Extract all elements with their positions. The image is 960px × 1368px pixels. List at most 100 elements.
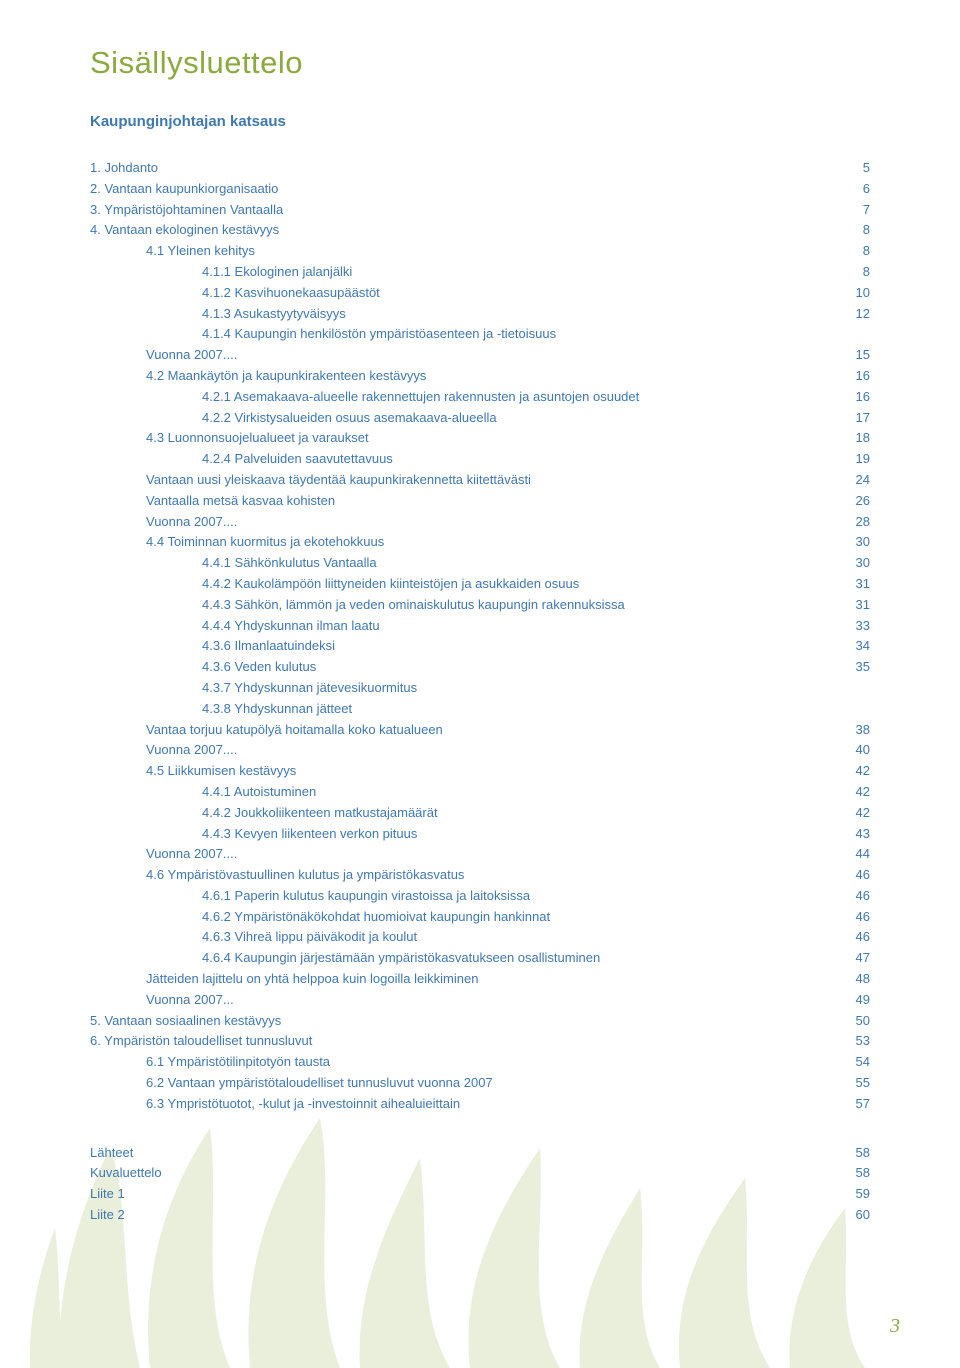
toc-fill	[255, 241, 834, 262]
toc-label: Vuonna 2007....	[146, 844, 237, 865]
toc-fill	[438, 803, 834, 824]
toc-row: 4.2.4 Palveluiden saavutettavuus19	[90, 449, 870, 470]
toc-fill	[417, 678, 834, 699]
toc-row: 4.1.1 Ekologinen jalanjälki8	[90, 262, 870, 283]
toc-label: 6.3 Ympristötuotot, -kulut ja -investoin…	[146, 1094, 460, 1115]
toc-row: Liite 159	[90, 1184, 870, 1205]
toc-page-number: 33	[834, 616, 870, 637]
toc-fill	[162, 1163, 834, 1184]
toc-page-number: 46	[834, 886, 870, 907]
toc-fill	[125, 1205, 834, 1226]
toc-page-number: 57	[834, 1094, 870, 1115]
toc-label: Vuonna 2007....	[146, 345, 237, 366]
toc-page-number: 28	[834, 512, 870, 533]
toc-page-number: 6	[834, 179, 870, 200]
toc-page-number: 49	[834, 990, 870, 1011]
toc-fill	[497, 408, 834, 429]
toc-row: 4.4.1 Autoistuminen 42	[90, 782, 870, 803]
toc-row: 4.3.8 Yhdyskunnan jätteet	[90, 699, 870, 720]
toc-label: Vuonna 2007....	[146, 512, 237, 533]
toc-page-number: 10	[834, 283, 870, 304]
toc-row: 4.4 Toiminnan kuormitus ja ekotehokkuus3…	[90, 532, 870, 553]
toc-fill	[600, 948, 834, 969]
toc-row: 4.4.2 Kaukolämpöön liittyneiden kiinteis…	[90, 574, 870, 595]
toc-label: 4.4.2 Kaukolämpöön liittyneiden kiinteis…	[202, 574, 579, 595]
toc-label: 4.2 Maankäytön ja kaupunkirakenteen kest…	[146, 366, 426, 387]
toc-label: 4.4.1 Autoistuminen	[202, 782, 316, 803]
toc-label: 4.6 Ympäristövastuullinen kulutus ja ymp…	[146, 865, 464, 886]
toc-fill	[283, 200, 834, 221]
toc-page-number: 42	[834, 782, 870, 803]
toc-fill	[335, 491, 834, 512]
toc-fill	[384, 532, 834, 553]
toc-page-number: 30	[834, 532, 870, 553]
toc-page-number: 31	[834, 595, 870, 616]
toc-label: Vuonna 2007....	[146, 740, 237, 761]
toc-label: 4.3.7 Yhdyskunnan jätevesikuormitus	[202, 678, 417, 699]
toc-label: 4.1 Yleinen kehitys	[146, 241, 255, 262]
toc-row: Vantaan uusi yleiskaava täydentää kaupun…	[90, 470, 870, 491]
toc-row: Kuvaluettelo58	[90, 1163, 870, 1184]
toc-label: 4.6.1 Paperin kulutus kaupungin virastoi…	[202, 886, 530, 907]
toc-label: 4.4.1 Sähkönkulutus Vantaalla	[202, 553, 377, 574]
toc-page-number: 42	[834, 803, 870, 824]
toc-label: 5. Vantaan sosiaalinen kestävyys	[90, 1011, 281, 1032]
toc-fill	[158, 158, 834, 179]
toc-row: 4.4.3 Kevyen liikenteen verkon pituus43	[90, 824, 870, 845]
toc-label: 1. Johdanto	[90, 158, 158, 179]
toc-fill	[352, 262, 834, 283]
toc-page-number: 26	[834, 491, 870, 512]
toc-page-number: 35	[834, 657, 870, 678]
toc-label: 6.1 Ympäristötilinpitotyön tausta	[146, 1052, 330, 1073]
toc-page-number: 12	[834, 304, 870, 325]
toc-label: Liite 1	[90, 1184, 125, 1205]
toc-label: 4.2.1 Asemakaava-alueelle rakennettujen …	[202, 387, 639, 408]
toc-row: 4.3.7 Yhdyskunnan jätevesikuormitus	[90, 678, 870, 699]
toc-row: 4.6 Ympäristövastuullinen kulutus ja ymp…	[90, 865, 870, 886]
toc-page-number: 42	[834, 761, 870, 782]
toc-row: 4.4.4 Yhdyskunnan ilman laatu33	[90, 616, 870, 637]
toc-row: 4.1 Yleinen kehitys8	[90, 241, 870, 262]
toc-page-number: 18	[834, 428, 870, 449]
toc-fill	[133, 1143, 834, 1164]
toc-label: 4.4.3 Sähkön, lämmön ja veden ominaiskul…	[202, 595, 625, 616]
toc-page-number: 47	[834, 948, 870, 969]
toc-fill	[278, 179, 834, 200]
toc-row: 5. Vantaan sosiaalinen kestävyys 50	[90, 1011, 870, 1032]
toc-label: Vantaalla metsä kasvaa kohisten	[146, 491, 335, 512]
toc-appendix: Lähteet58Kuvaluettelo58Liite 159Liite 26…	[90, 1143, 870, 1226]
toc-fill	[316, 782, 834, 803]
toc-label: 4.6.4 Kaupungin järjestämään ympäristöka…	[202, 948, 600, 969]
toc-page-number	[834, 678, 870, 699]
toc-fill	[380, 283, 834, 304]
toc-row: 4.4.1 Sähkönkulutus Vantaalla30	[90, 553, 870, 574]
toc-label: Liite 2	[90, 1205, 125, 1226]
toc-row: Liite 260	[90, 1205, 870, 1226]
toc-label: 4.3.6 Veden kulutus	[202, 657, 316, 678]
toc-row: 4.3 Luonnonsuojelualueet ja varaukset18	[90, 428, 870, 449]
toc-page-number: 8	[834, 262, 870, 283]
toc-page-number: 31	[834, 574, 870, 595]
toc-fill	[417, 824, 834, 845]
toc-fill	[417, 927, 834, 948]
toc-page-number: 16	[834, 387, 870, 408]
toc-label: Lähteet	[90, 1143, 133, 1164]
toc-label: 4.5 Liikkumisen kestävyys	[146, 761, 296, 782]
toc-page-number: 8	[834, 220, 870, 241]
toc-row: Vuonna 2007....44	[90, 844, 870, 865]
toc-page-number: 50	[834, 1011, 870, 1032]
toc-label: 3. Ympäristöjohtaminen Vantaalla	[90, 200, 283, 221]
toc-fill	[234, 990, 834, 1011]
toc-label: 4.3.8 Yhdyskunnan jätteet	[202, 699, 352, 720]
toc-label: Vantaa torjuu katupölyä hoitamalla koko …	[146, 720, 443, 741]
toc-label: Kuvaluettelo	[90, 1163, 162, 1184]
toc-row: 4. Vantaan ekologinen kestävyys8	[90, 220, 870, 241]
toc-fill	[237, 345, 834, 366]
toc-row: Vantaa torjuu katupölyä hoitamalla koko …	[90, 720, 870, 741]
toc-label: 4.6.3 Vihreä lippu päiväkodit ja koulut	[202, 927, 417, 948]
toc-fill	[464, 865, 834, 886]
toc-page-number: 46	[834, 927, 870, 948]
toc-list: 1. Johdanto52. Vantaan kaupunkiorganisaa…	[90, 158, 870, 1115]
toc-row: Vuonna 2007.... 28	[90, 512, 870, 533]
toc-fill	[556, 324, 834, 345]
